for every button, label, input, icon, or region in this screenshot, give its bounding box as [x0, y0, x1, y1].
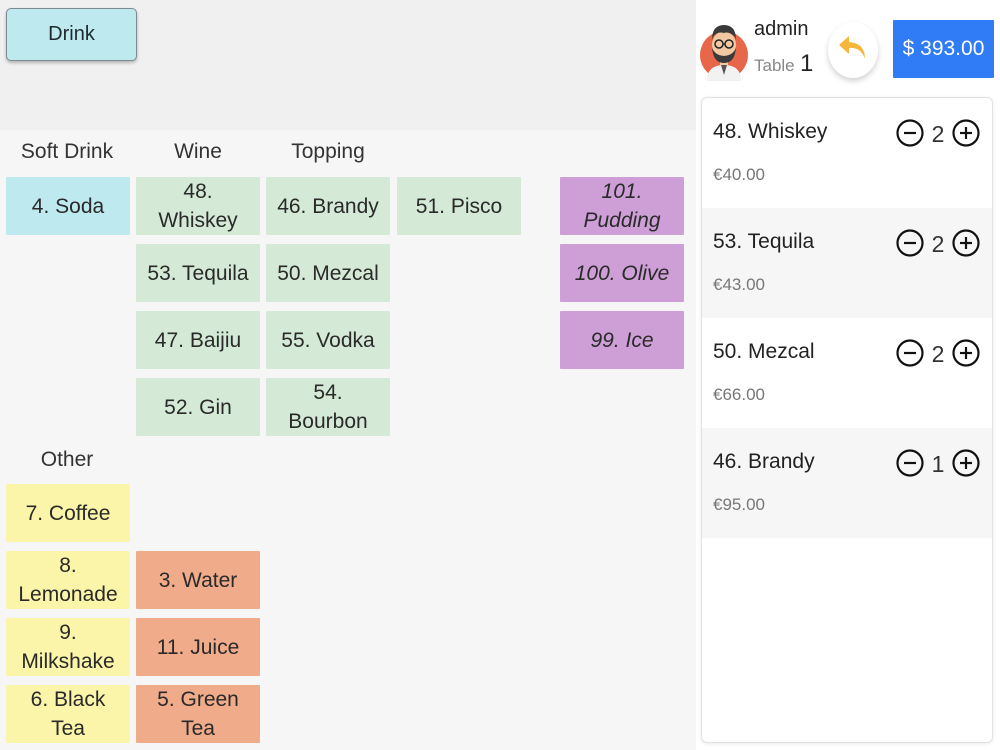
back-button[interactable]: [828, 22, 878, 78]
category-label-wine: Wine: [174, 140, 222, 163]
item-tile-green-tea[interactable]: 5. Green Tea: [136, 685, 260, 743]
item-tile-black-tea[interactable]: 6. Black Tea: [6, 685, 130, 743]
order-item-name: 46. Brandy: [713, 450, 815, 473]
category-label-soft-drink: Soft Drink: [20, 140, 114, 163]
plus-circle-icon[interactable]: [952, 449, 980, 477]
drink-category-button[interactable]: Drink: [6, 8, 137, 61]
plus-circle-icon[interactable]: [952, 339, 980, 367]
item-tile-brandy[interactable]: 46. Brandy: [266, 177, 390, 235]
item-tile-olive[interactable]: 100. Olive: [560, 244, 684, 302]
menu-area: Drink Soft Drink Wine Topping Other 4. S…: [0, 0, 696, 743]
item-tile-soda[interactable]: 4. Soda: [6, 177, 130, 235]
table-number: 1: [800, 50, 814, 77]
undo-arrow-icon: [837, 33, 869, 68]
item-tile-tequila[interactable]: 53. Tequila: [136, 244, 260, 302]
category-label-other: Other: [40, 448, 94, 471]
item-tile-vodka[interactable]: 55. Vodka: [266, 311, 390, 369]
item-tile-ice[interactable]: 99. Ice: [560, 311, 684, 369]
item-tile-baijiu[interactable]: 47. Baijiu: [136, 311, 260, 369]
table-label: Table: [754, 56, 795, 75]
item-tile-water[interactable]: 3. Water: [136, 551, 260, 609]
plus-circle-icon[interactable]: [952, 229, 980, 257]
order-row: 46. Brandy €95.00 1: [702, 428, 992, 538]
category-bar: Drink: [0, 0, 696, 130]
order-item-quantity: 2: [931, 121, 945, 147]
item-tile-juice[interactable]: 11. Juice: [136, 618, 260, 676]
order-item-name: 50. Mezcal: [713, 340, 815, 363]
item-tile-lemonade[interactable]: 8. Lemonade: [6, 551, 130, 609]
item-tile-whiskey[interactable]: 48. Whiskey: [136, 177, 260, 235]
total-button[interactable]: $ 393.00: [893, 20, 994, 78]
item-tile-coffee[interactable]: 7. Coffee: [6, 484, 130, 542]
item-tile-gin[interactable]: 52. Gin: [136, 378, 260, 436]
item-tile-milkshake[interactable]: 9. Milkshake: [6, 618, 130, 676]
order-item-price: €40.00: [713, 165, 765, 184]
order-item-price: €66.00: [713, 385, 765, 404]
minus-circle-icon[interactable]: [896, 229, 924, 257]
order-row: 50. Mezcal €66.00 2: [702, 318, 992, 428]
order-row: 53. Tequila €43.00 2: [702, 208, 992, 318]
order-item-price: €95.00: [713, 495, 765, 514]
order-row: 48. Whiskey €40.00 2: [702, 98, 992, 208]
minus-circle-icon[interactable]: [896, 119, 924, 147]
category-label-topping: Topping: [291, 140, 365, 163]
order-item-price: €43.00: [713, 275, 765, 294]
item-tile-pudding[interactable]: 101. Pudding: [560, 177, 684, 235]
minus-circle-icon[interactable]: [896, 339, 924, 367]
order-item-quantity: 2: [931, 231, 945, 257]
item-tile-bourbon[interactable]: 54. Bourbon: [266, 378, 390, 436]
item-tile-pisco[interactable]: 51. Pisco: [397, 177, 521, 235]
order-item-name: 48. Whiskey: [713, 120, 828, 143]
plus-circle-icon[interactable]: [952, 119, 980, 147]
order-item-quantity: 1: [931, 451, 945, 477]
order-list: 48. Whiskey €40.00 2 53. Tequila €43.00 …: [701, 97, 993, 743]
order-item-name: 53. Tequila: [713, 230, 815, 253]
item-tile-mezcal[interactable]: 50. Mezcal: [266, 244, 390, 302]
user-name: admin: [754, 18, 809, 40]
minus-circle-icon[interactable]: [896, 449, 924, 477]
order-item-quantity: 2: [931, 341, 945, 367]
user-avatar-icon: [699, 15, 749, 81]
